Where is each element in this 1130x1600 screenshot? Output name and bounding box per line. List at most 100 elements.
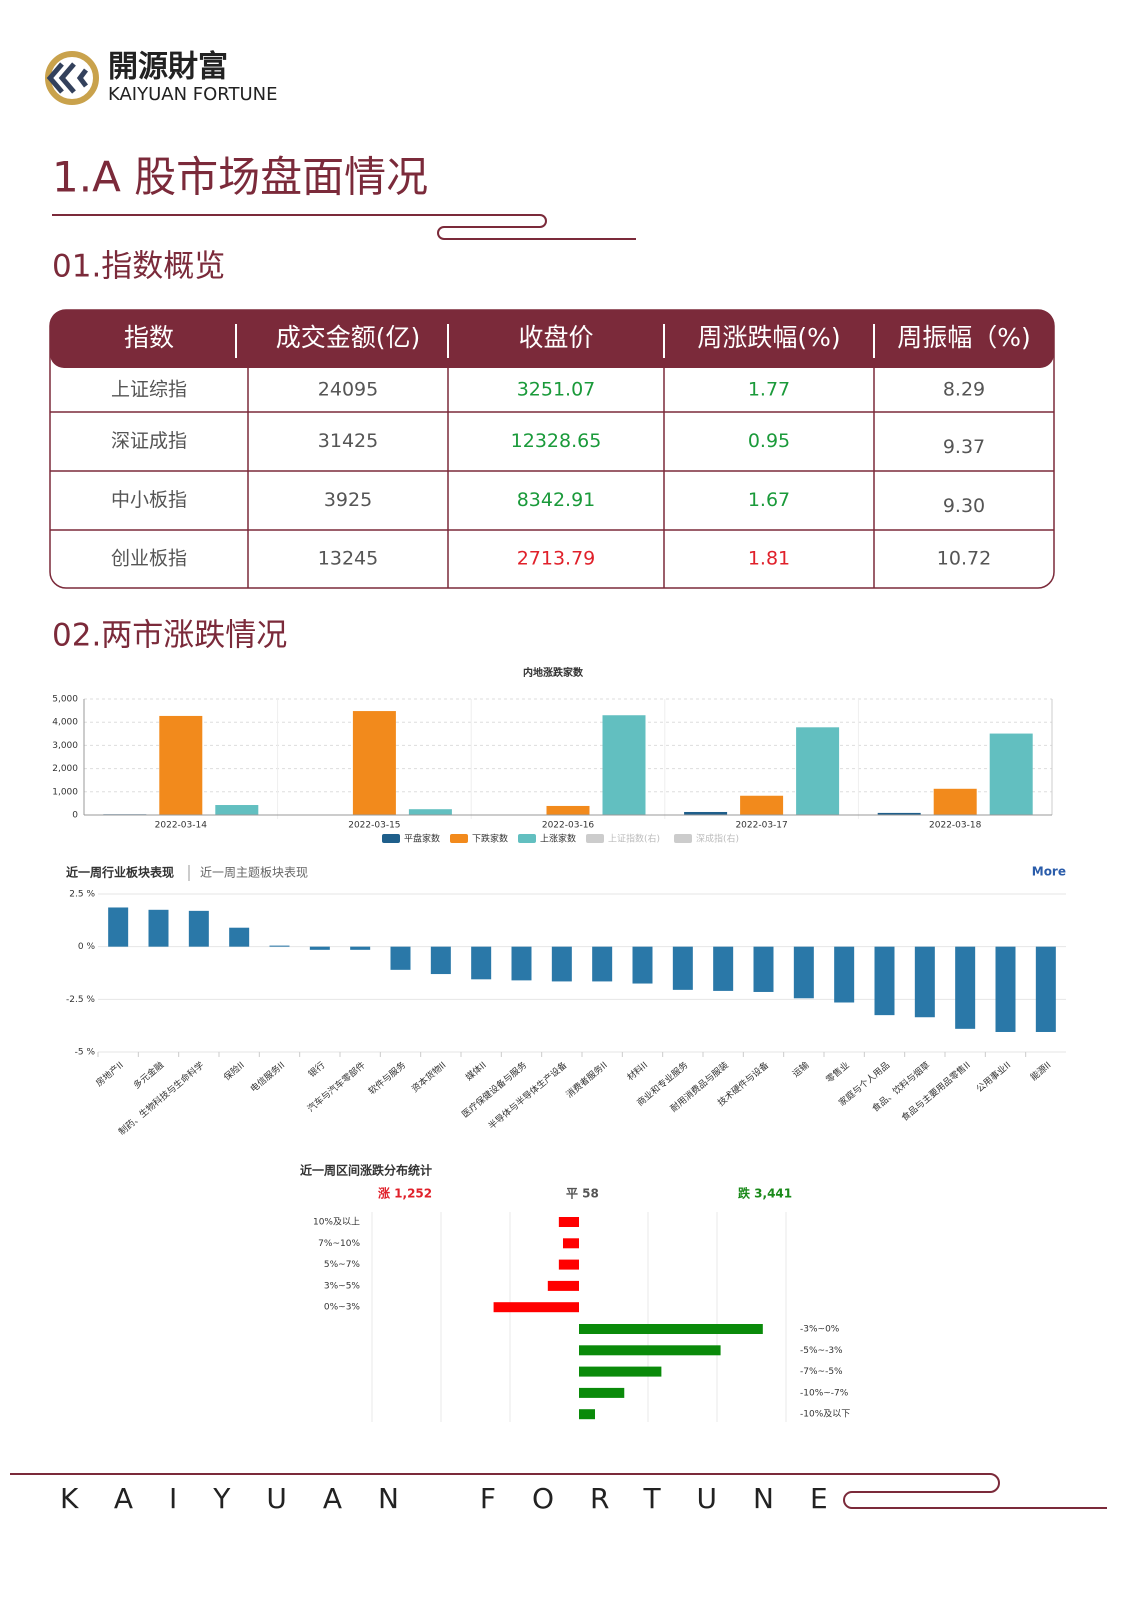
bar xyxy=(562,1238,579,1249)
legend-label: 平盘家数 xyxy=(404,833,440,845)
tab[interactable]: 近一周主题板块表现 xyxy=(200,866,308,880)
table-cell: 9.30 xyxy=(943,495,985,517)
bar xyxy=(579,1345,721,1356)
more-link[interactable]: More xyxy=(1032,865,1066,879)
bar xyxy=(159,715,203,815)
bar xyxy=(796,727,840,815)
bar xyxy=(933,788,977,815)
table-cell: 13245 xyxy=(318,548,378,570)
footer-rule xyxy=(10,1473,1107,1509)
legend-swatch xyxy=(450,834,468,843)
bar xyxy=(546,805,590,815)
bar xyxy=(511,946,532,981)
x-tick-label: 银行 xyxy=(306,1059,328,1080)
bar xyxy=(592,946,613,982)
bar xyxy=(148,909,169,947)
bar xyxy=(471,946,492,980)
bar-label: -3%~0% xyxy=(800,1325,840,1335)
bar xyxy=(834,946,855,1003)
bar-label: 10%及以上 xyxy=(313,1217,360,1228)
table-cell: 深证成指 xyxy=(111,430,187,452)
bar xyxy=(408,809,452,815)
bar xyxy=(558,1259,579,1270)
bar xyxy=(350,946,371,950)
table-header-cell: 成交金额(亿) xyxy=(276,323,421,352)
summary: 涨 1,252 xyxy=(378,1186,432,1201)
bar-label: 3%~5% xyxy=(324,1281,361,1291)
x-tick-label: 2022-03-15 xyxy=(348,821,400,831)
x-tick-label: 食品与主要用品零售II xyxy=(899,1059,973,1124)
x-tick-label: 半导体与半导体生产设备 xyxy=(486,1059,570,1132)
subsection-title: 01.指数概览 xyxy=(52,249,225,285)
x-tick-label: 能源II xyxy=(1028,1059,1054,1083)
x-tick-label: 2022-03-17 xyxy=(735,821,787,831)
bar xyxy=(877,812,921,815)
table-cell: 31425 xyxy=(318,430,378,452)
bar xyxy=(493,1302,579,1313)
y-tick-label: 4,000 xyxy=(52,718,78,728)
table-header-cell: 指数 xyxy=(124,323,174,352)
bar xyxy=(602,715,646,815)
bar-label: -7%~-5% xyxy=(800,1367,843,1377)
legend-swatch xyxy=(674,834,692,843)
bar xyxy=(684,811,728,815)
bar xyxy=(551,946,572,982)
section-title: 1.A 股市场盘面情况 xyxy=(52,153,428,202)
bar xyxy=(793,946,814,999)
table-header-cell: 收盘价 xyxy=(518,323,593,352)
x-tick-label: 软件与服务 xyxy=(366,1059,408,1097)
bar xyxy=(269,945,290,947)
summary: 平 58 xyxy=(566,1187,599,1201)
x-tick-label: 医疗保健设备与服务 xyxy=(459,1059,529,1120)
bar xyxy=(579,1387,625,1398)
tab[interactable]: 近一周行业板块表现 xyxy=(66,865,174,880)
bar xyxy=(579,1366,662,1377)
bar xyxy=(215,805,259,815)
bar xyxy=(989,733,1033,815)
bar xyxy=(309,946,330,950)
table-cell: 3251.07 xyxy=(517,379,596,401)
bar xyxy=(713,946,734,991)
bar xyxy=(995,946,1016,1032)
bar xyxy=(874,946,895,1016)
x-tick-label: 2022-03-16 xyxy=(542,821,595,831)
bar xyxy=(229,927,250,947)
legend-label: 上证指数(右) xyxy=(608,833,660,845)
x-tick-label: 运输 xyxy=(790,1059,812,1080)
bar xyxy=(672,946,693,990)
x-tick-label: 2022-03-18 xyxy=(929,821,982,831)
bar-label: -5%~-3% xyxy=(800,1346,843,1356)
x-tick-label: 公用事业II xyxy=(974,1059,1013,1095)
bar xyxy=(1035,946,1056,1032)
bar-label: 0%~3% xyxy=(324,1303,361,1313)
bar xyxy=(579,1324,763,1334)
bar xyxy=(558,1217,579,1227)
bar-label: 7%~10% xyxy=(318,1239,360,1249)
table-header-cell: 周涨跌幅(%) xyxy=(697,323,840,352)
bar xyxy=(632,946,653,984)
legend-swatch xyxy=(586,834,604,843)
y-tick-label: 1,000 xyxy=(52,787,78,797)
legend-label: 上涨家数 xyxy=(540,833,576,845)
chart-title: 内地涨跌家数 xyxy=(523,666,584,679)
y-tick-label: 5,000 xyxy=(52,695,78,705)
x-tick-label: 电信服务II xyxy=(248,1059,287,1095)
bar xyxy=(579,1409,596,1420)
x-tick-label: 消费者服务II xyxy=(563,1059,609,1101)
logo-mark xyxy=(46,62,88,94)
y-tick-label: 3,000 xyxy=(52,741,78,751)
x-tick-label: 资本货物II xyxy=(409,1059,448,1095)
table-cell: 1.77 xyxy=(748,379,790,401)
x-tick-label: 零售业 xyxy=(823,1059,851,1086)
x-tick-label: 媒体II xyxy=(463,1059,489,1083)
legend-swatch xyxy=(518,834,536,843)
table-cell: 1.67 xyxy=(748,489,790,511)
table-cell: 12328.65 xyxy=(511,430,602,452)
table-header-cell: 周振幅（%) xyxy=(897,323,1031,352)
bar xyxy=(547,1280,579,1291)
x-tick-label: 多元金融 xyxy=(131,1059,166,1091)
title-underline xyxy=(52,214,636,240)
chart-title: 近一周区间涨跌分布统计 xyxy=(300,1163,432,1178)
bar xyxy=(914,946,935,1018)
